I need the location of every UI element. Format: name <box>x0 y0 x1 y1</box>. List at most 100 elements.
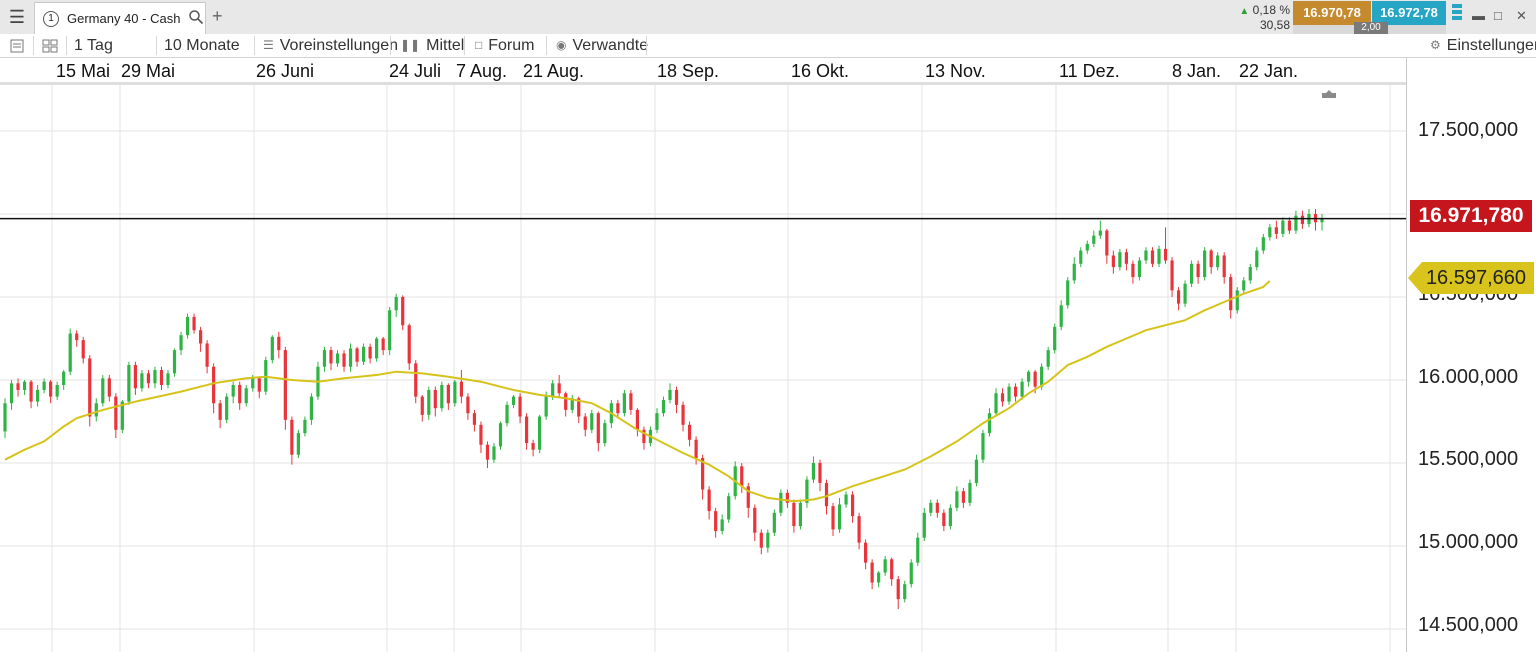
candle-down <box>714 511 718 532</box>
candle-up <box>837 504 842 530</box>
candle-down <box>890 559 894 580</box>
candle-up <box>922 512 926 538</box>
toolbar-separator <box>33 36 34 55</box>
toolbar-separator <box>156 36 157 55</box>
tab-number-badge: 1 <box>43 10 59 27</box>
candle-up <box>127 365 131 402</box>
candle-up <box>955 491 959 508</box>
candle-up <box>3 403 7 432</box>
candle-down <box>870 562 874 583</box>
candle-down <box>759 532 763 548</box>
candle-up <box>1059 305 1063 327</box>
y-tick-label: 15.500,000 <box>1418 448 1519 470</box>
sliders-icon: ☰ <box>263 38 274 52</box>
candle-down <box>342 353 346 367</box>
forum-button[interactable]: □ Forum <box>475 34 534 57</box>
candle-up <box>1079 250 1083 264</box>
ask-price-button[interactable]: 16.972,78 <box>1372 1 1446 25</box>
tab-germany-40[interactable]: 1 Germany 40 - Cash <box>34 2 206 34</box>
candle-up <box>805 479 809 503</box>
candle-down <box>16 383 20 390</box>
candle-down <box>935 502 939 513</box>
candle-down <box>557 383 561 394</box>
settings-label: Einstellungen <box>1446 37 1536 54</box>
candle-up <box>668 389 672 400</box>
candle-down <box>88 358 92 417</box>
candle-down <box>942 512 946 527</box>
candle-up <box>1281 220 1285 234</box>
candle-up <box>1216 255 1220 268</box>
candle-up <box>22 381 27 390</box>
candle-up <box>779 492 783 513</box>
candle-down <box>1111 255 1115 268</box>
related-button[interactable]: ◉ Verwandte <box>556 34 648 57</box>
minimize-icon[interactable]: ▬ <box>1472 8 1485 23</box>
candle-up <box>498 423 503 447</box>
candle-down <box>524 416 529 444</box>
hamburger-menu-icon[interactable]: ☰ <box>8 6 26 27</box>
candle-up <box>661 399 666 414</box>
layout-grid-icon[interactable] <box>42 34 58 57</box>
candle-down <box>212 366 216 404</box>
candle-up <box>1203 250 1207 278</box>
toolbar-separator <box>66 36 67 55</box>
candle-up <box>101 378 105 404</box>
candle-up <box>772 512 776 533</box>
candle-down <box>1131 263 1135 278</box>
candle-down <box>368 346 372 359</box>
candle-down <box>635 409 640 430</box>
candle-up <box>727 496 731 520</box>
related-label: Verwandte <box>572 37 649 54</box>
candle-up <box>1053 326 1057 351</box>
candle-down <box>81 340 85 359</box>
toolbar-separator <box>390 36 391 55</box>
candle-down <box>850 494 855 517</box>
candle-down <box>564 393 568 410</box>
forum-label: Forum <box>488 37 535 54</box>
candle-up <box>538 416 542 450</box>
candlestick-chart[interactable] <box>0 85 1406 652</box>
candle-down <box>329 350 333 364</box>
candle-up <box>1183 283 1187 304</box>
candle-down <box>642 429 646 444</box>
candle-down <box>740 466 744 487</box>
add-tab-button[interactable]: + <box>212 6 223 26</box>
watchlist-icon[interactable] <box>10 34 24 57</box>
change-percent: ▲ 0,18 % <box>1232 3 1290 17</box>
candle-up <box>1020 381 1024 397</box>
candle-up <box>883 559 887 573</box>
x-tick-label: 21 Aug. <box>523 61 585 81</box>
maximize-icon[interactable]: □ <box>1494 8 1502 23</box>
x-tick-label: 26 Juni <box>256 61 315 81</box>
candle-down <box>1150 250 1155 264</box>
chart-toolbar <box>0 34 1536 58</box>
presets-button[interactable]: ☰ Voreinstellungen <box>263 34 398 57</box>
candle-down <box>1013 386 1018 397</box>
candle-up <box>948 507 952 527</box>
x-tick-label: 11 Dez. <box>1059 61 1120 81</box>
candle-down <box>674 389 679 405</box>
y-tick-label: 14.500,000 <box>1418 614 1519 636</box>
candle-down <box>1300 215 1305 224</box>
range-selector[interactable]: 10 Monate <box>164 37 240 54</box>
market-depth-icon[interactable] <box>1452 4 1462 22</box>
search-icon[interactable] <box>188 9 204 28</box>
interval-selector[interactable]: 1 Tag <box>74 37 113 54</box>
chart-type-button[interactable]: ❚❚ Mittel <box>400 34 464 57</box>
candle-up <box>440 384 444 409</box>
candle-up <box>1092 235 1096 244</box>
candle-up <box>981 433 985 460</box>
candle-down <box>205 343 209 367</box>
candle-up <box>1027 371 1031 382</box>
presets-label: Voreinstellungen <box>279 37 399 54</box>
candle-down <box>114 396 118 430</box>
y-axis-panel[interactable] <box>1406 58 1536 652</box>
candle-down <box>701 458 705 490</box>
close-icon[interactable]: ✕ <box>1516 8 1527 23</box>
bid-price-button[interactable]: 16.970,78 <box>1293 1 1371 25</box>
candle-down <box>694 439 698 459</box>
candle-up <box>1157 248 1161 264</box>
candle-up <box>811 463 816 480</box>
settings-button[interactable]: ⚙ Einstellungen <box>1430 34 1536 57</box>
speech-bubble-icon: □ <box>475 38 483 52</box>
